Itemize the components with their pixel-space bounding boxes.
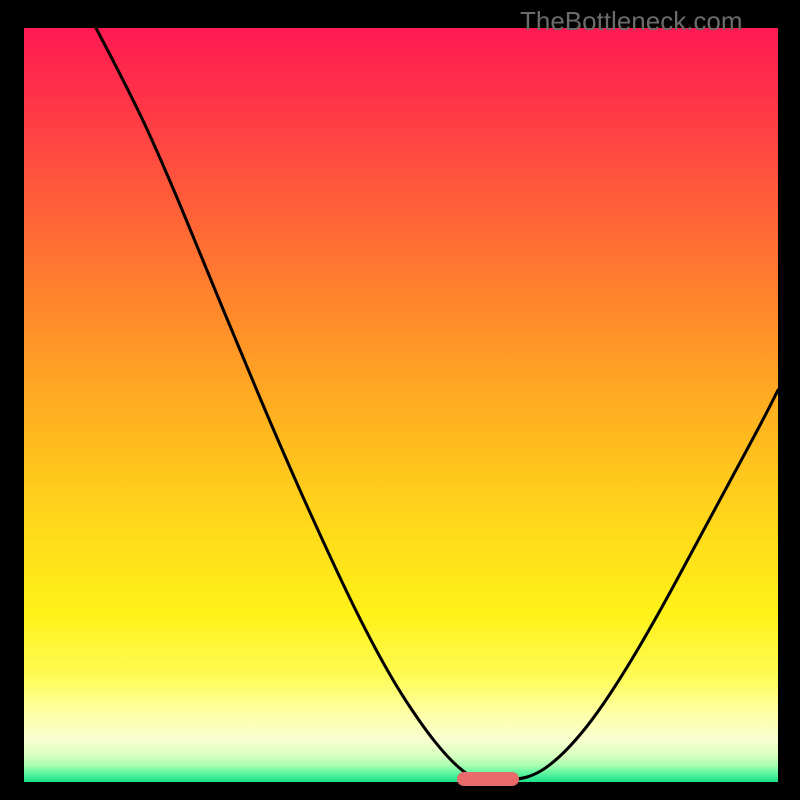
plot-area (24, 28, 778, 782)
watermark-text: TheBottleneck.com (520, 6, 743, 37)
bottleneck-curve (24, 28, 778, 782)
optimal-range-marker (457, 772, 519, 786)
chart-container: TheBottleneck.com (0, 0, 800, 800)
